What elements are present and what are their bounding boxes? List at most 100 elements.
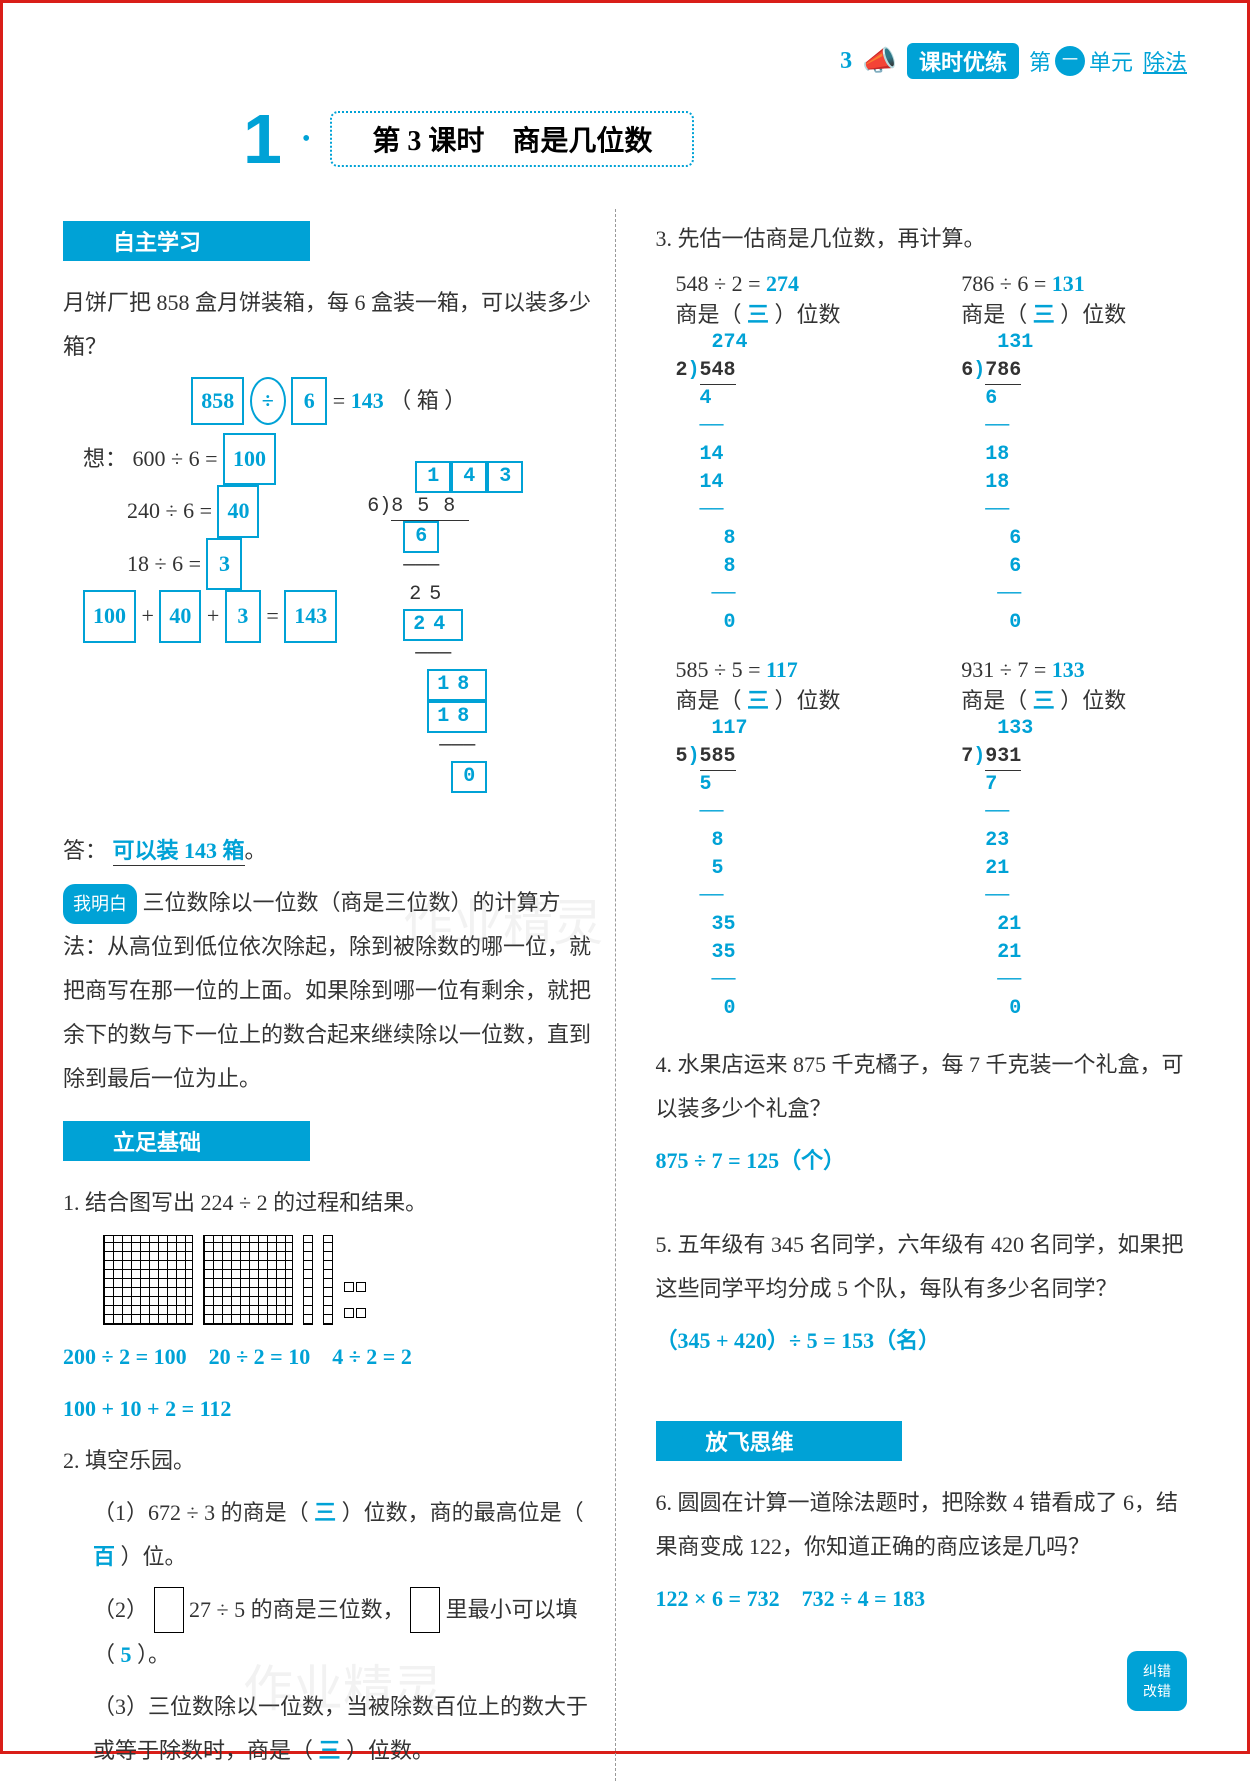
step-0-ans: 100 (223, 433, 276, 485)
ld-r: 6 (1009, 555, 1021, 578)
subject: 除法 (1143, 45, 1187, 77)
q3-0-expr: 548 ÷ 2 = (676, 271, 761, 296)
section-self-study: 自主学习 (63, 221, 310, 261)
sum-p1: 40 (159, 590, 201, 642)
ld-q: 274 (712, 331, 748, 354)
ten-strip-2 (323, 1235, 333, 1325)
sum-result: 143 (284, 590, 337, 642)
q3-item-2: 585 ÷ 5 = 117 商是（ 三 ）位数 117 5)585 5 ── 8… (676, 657, 902, 1023)
main-columns: 自主学习 月饼厂把 858 盒月饼装箱，每 6 盒装一箱，可以装多少箱？ 858… (63, 209, 1187, 1781)
q1-ans1: 200 ÷ 2 = 100 20 ÷ 2 = 10 4 ÷ 2 = 2 (63, 1335, 595, 1379)
q3-3-expr: 931 ÷ 7 = (961, 657, 1046, 682)
q2-1-c: ）位。 (121, 1544, 187, 1569)
q3-item-1: 786 ÷ 6 = 131 商是（ 三 ）位数 131 6)786 6 ── 1… (961, 271, 1187, 637)
ld-r: 14 (700, 471, 724, 494)
banner-title: 课时优练 (907, 43, 1019, 79)
ones-cubes (343, 1273, 367, 1325)
ld-q2: 3 (487, 461, 523, 493)
q3-1-expr: 786 ÷ 6 = (961, 271, 1046, 296)
blank-box-2 (410, 1587, 440, 1633)
think-and-longdiv: 想： 600 ÷ 6 = 100 240 ÷ 6 = 40 18 ÷ 6 = 3… (63, 433, 595, 821)
q2-2-a: （2） (93, 1597, 148, 1622)
q6-text: 6. 圆圆在计算一道除法题时，把除数 4 错看成了 6，结果商变成 122，你知… (656, 1481, 1188, 1569)
ld-r: 7 (985, 773, 997, 796)
ld-r: 18 (985, 471, 1009, 494)
hundred-block-1 (103, 1235, 193, 1325)
ld-r: 21 (997, 941, 1021, 964)
unit-suffix: 单元 (1089, 45, 1133, 77)
ld-r: 8 (724, 527, 736, 550)
q2-1-ans2: 百 (93, 1544, 115, 1569)
q3-0-d: 三 (747, 302, 769, 327)
q3-1-longdiv: 131 6)786 6 ── 18 18 ── 6 6 ── 0 (961, 329, 1033, 637)
q3-3-ds: ）位数 (1060, 688, 1126, 713)
ld-r: 0 (724, 611, 736, 634)
step-1-lhs: 240 ÷ 6 = (127, 498, 212, 523)
q3-2-expr: 585 ÷ 5 = (676, 657, 761, 682)
sum-eq: = (266, 603, 278, 628)
ld-r: 8 (724, 555, 736, 578)
blank-box (154, 1587, 184, 1633)
page-header: 3 📣 课时优练 第 一 单元 除法 (63, 43, 1187, 79)
ld-r: 6 (1009, 527, 1021, 550)
ld-r: 35 (712, 913, 736, 936)
eq-b: 6 (291, 377, 327, 425)
main-equation: 858 ÷ 6 = 143 （ 箱 ） (63, 377, 595, 425)
sum-p0: 100 (83, 590, 136, 642)
ld-r: 5 (700, 773, 712, 796)
q3-2-d: 三 (747, 688, 769, 713)
q1-ans2: 100 + 10 + 2 = 112 (63, 1387, 595, 1431)
dot-icon: • (302, 126, 310, 153)
ld-r: 0 (1009, 611, 1021, 634)
eq-result: 143 (351, 388, 384, 413)
ld-dvs: 7 (961, 745, 973, 768)
ld-r: 8 (712, 829, 724, 852)
section-thinking: 放飞思维 (656, 1421, 903, 1461)
hundred-block-2 (203, 1235, 293, 1325)
eq-unit: （ 箱 ） (389, 388, 466, 413)
q3-0-ans: 274 (766, 271, 799, 296)
ld-dvd: 585 (700, 745, 736, 771)
cube-icon (356, 1308, 366, 1318)
q3-0-ds: ）位数 (775, 302, 841, 327)
ld-r: 23 (985, 829, 1009, 852)
ld-r: 18 (985, 443, 1009, 466)
q3-2-longdiv: 117 5)585 5 ── 8 5 ── 35 35 ── 0 (676, 715, 748, 1023)
q2-title: 2. 填空乐园。 (63, 1439, 595, 1483)
lesson-title-row: 1 • 第 3 课时 商是几位数 (243, 99, 1187, 179)
ld-r: 21 (997, 913, 1021, 936)
q2-3-ans: 三 (319, 1738, 341, 1763)
ld-dvs: 6 (367, 495, 379, 518)
ld-r: 21 (985, 857, 1009, 880)
q6-ans: 122 × 6 = 732 732 ÷ 4 = 183 (656, 1577, 1188, 1621)
stamp-l2: 改错 (1143, 1681, 1171, 1701)
ld-dvd: 858 (391, 495, 469, 521)
ld-r4: 18 (427, 701, 487, 733)
footer-stamp: 纠错 改错 (1127, 1651, 1187, 1711)
q2-2-d: ）。 (137, 1642, 170, 1667)
ld-r0: 6 (403, 521, 439, 553)
q3-2-ans: 117 (766, 657, 798, 682)
q1-text: 1. 结合图写出 224 ÷ 2 的过程和结果。 (63, 1181, 595, 1225)
ld-r2: 24 (403, 609, 463, 641)
q3-3-dl: 商是（ (961, 688, 1027, 713)
stamp-l1: 纠错 (1143, 1661, 1171, 1681)
ld-r: 35 (712, 941, 736, 964)
think-block: 想： 600 ÷ 6 = 100 240 ÷ 6 = 40 18 ÷ 6 = 3… (83, 433, 337, 821)
q4-text: 4. 水果店运来 875 千克橘子，每 7 千克装一个礼盒，可以装多少个礼盒？ (656, 1043, 1188, 1131)
sum-p2: 3 (225, 590, 261, 642)
eq-eq: = (333, 388, 345, 413)
ld-dvs: 5 (676, 745, 688, 768)
answer-text: 可以装 143 箱 (113, 838, 245, 866)
q3-1-d: 三 (1033, 302, 1055, 327)
q3-2-ds: ）位数 (775, 688, 841, 713)
ld-r5: 0 (451, 761, 487, 793)
megaphone-icon: 📣 (862, 44, 897, 78)
page-number: 3 (840, 48, 852, 75)
q3-1-ans: 131 (1052, 271, 1085, 296)
ld-r1: 25 (403, 581, 455, 609)
ld-q1: 4 (451, 461, 487, 493)
ld-q0: 1 (415, 461, 451, 493)
ld-r: 6 (985, 387, 997, 410)
cube-icon (356, 1282, 366, 1292)
